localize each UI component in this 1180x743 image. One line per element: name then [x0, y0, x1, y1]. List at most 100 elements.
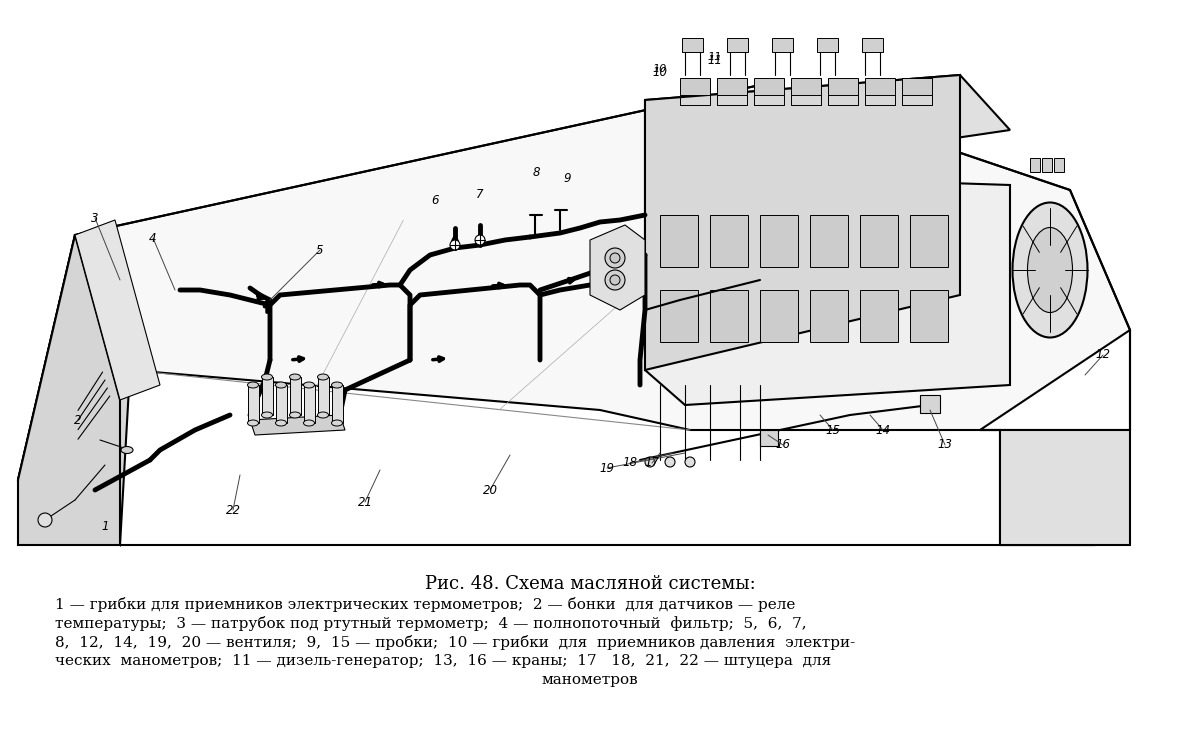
Polygon shape: [791, 78, 821, 95]
Bar: [817, 38, 838, 52]
Ellipse shape: [1012, 203, 1088, 337]
Text: Рис. 48. Схема масляной системы:: Рис. 48. Схема масляной системы:: [425, 575, 755, 593]
Polygon shape: [645, 100, 1010, 405]
Text: 22: 22: [225, 504, 241, 516]
Text: 1: 1: [101, 521, 109, 533]
Bar: [1054, 158, 1064, 172]
Bar: [304, 385, 315, 423]
Polygon shape: [828, 78, 858, 95]
Bar: [910, 215, 948, 267]
Polygon shape: [18, 235, 130, 545]
Text: 10: 10: [653, 65, 668, 79]
Bar: [772, 38, 793, 52]
Text: 12: 12: [1095, 348, 1110, 362]
Text: температуры;  3 — патрубок под ртутный термометр;  4 — полнопоточный  фильтр;  5: температуры; 3 — патрубок под ртутный те…: [55, 616, 807, 631]
Text: 18: 18: [623, 456, 637, 470]
Bar: [248, 385, 258, 423]
Bar: [809, 215, 848, 267]
Bar: [727, 38, 748, 52]
Text: 21: 21: [358, 496, 373, 508]
Text: 4: 4: [149, 232, 157, 244]
Bar: [760, 430, 778, 446]
Bar: [860, 215, 898, 267]
Text: 14: 14: [876, 424, 891, 436]
Text: 15: 15: [826, 424, 840, 436]
Bar: [809, 290, 848, 342]
Polygon shape: [645, 75, 961, 370]
Text: 16: 16: [775, 438, 791, 452]
Bar: [710, 215, 748, 267]
Ellipse shape: [1028, 227, 1073, 313]
Circle shape: [645, 457, 655, 467]
Polygon shape: [754, 78, 784, 95]
Text: 10: 10: [653, 64, 667, 74]
Bar: [860, 290, 898, 342]
Polygon shape: [76, 85, 1130, 430]
Ellipse shape: [262, 374, 273, 380]
Text: 8,  12,  14,  19,  20 — вентиля;  9,  15 — пробки;  10 — грибки  для  приемников: 8, 12, 14, 19, 20 — вентиля; 9, 15 — про…: [55, 635, 856, 650]
Text: 6: 6: [431, 193, 439, 207]
Bar: [682, 38, 703, 52]
Text: 3: 3: [91, 212, 99, 224]
Text: 11: 11: [708, 52, 722, 62]
Polygon shape: [981, 430, 1130, 545]
Text: ческих  манометров;  11 — дизель-генератор;  13,  16 — краны;  17   18,  21,  22: ческих манометров; 11 — дизель-генератор…: [55, 654, 831, 668]
Ellipse shape: [317, 412, 328, 418]
Text: 1 — грибки для приемников электрических термометров;  2 — бонки  для датчиков — : 1 — грибки для приемников электрических …: [55, 597, 795, 612]
Text: 7: 7: [477, 189, 484, 201]
Text: 8: 8: [532, 166, 539, 180]
Circle shape: [686, 457, 695, 467]
Ellipse shape: [303, 382, 315, 388]
Polygon shape: [645, 75, 1010, 175]
Polygon shape: [18, 235, 120, 545]
Text: 9: 9: [563, 172, 571, 184]
Circle shape: [38, 513, 52, 527]
Bar: [317, 377, 329, 415]
Ellipse shape: [332, 420, 342, 426]
Ellipse shape: [275, 420, 287, 426]
Bar: [262, 377, 273, 415]
Ellipse shape: [303, 420, 315, 426]
Bar: [910, 290, 948, 342]
Bar: [290, 377, 301, 415]
Text: 11: 11: [708, 53, 722, 67]
Bar: [660, 215, 699, 267]
Ellipse shape: [332, 382, 342, 388]
Ellipse shape: [248, 382, 258, 388]
Circle shape: [666, 457, 675, 467]
Ellipse shape: [289, 374, 301, 380]
Bar: [863, 38, 883, 52]
Polygon shape: [680, 78, 710, 95]
Polygon shape: [902, 78, 932, 95]
Circle shape: [605, 248, 625, 268]
Circle shape: [610, 275, 620, 285]
Circle shape: [605, 270, 625, 290]
Bar: [332, 385, 343, 423]
Ellipse shape: [275, 382, 287, 388]
Circle shape: [476, 235, 485, 245]
Bar: [1030, 158, 1040, 172]
Text: 2: 2: [74, 414, 81, 426]
Text: 13: 13: [937, 438, 952, 452]
Bar: [1042, 158, 1053, 172]
Ellipse shape: [262, 412, 273, 418]
Polygon shape: [590, 225, 645, 310]
Ellipse shape: [317, 374, 328, 380]
Bar: [710, 290, 748, 342]
Text: 5: 5: [316, 244, 323, 256]
Bar: [760, 290, 798, 342]
Bar: [276, 385, 287, 423]
Text: 17: 17: [644, 456, 660, 470]
Circle shape: [450, 240, 460, 250]
Ellipse shape: [248, 420, 258, 426]
Circle shape: [610, 253, 620, 263]
Text: 19: 19: [599, 461, 615, 475]
Text: манометров: манометров: [542, 673, 638, 687]
Ellipse shape: [122, 447, 133, 453]
Bar: [660, 290, 699, 342]
Polygon shape: [717, 78, 747, 95]
Polygon shape: [250, 415, 345, 435]
Bar: [920, 395, 940, 413]
Polygon shape: [76, 220, 160, 400]
Polygon shape: [865, 78, 894, 95]
